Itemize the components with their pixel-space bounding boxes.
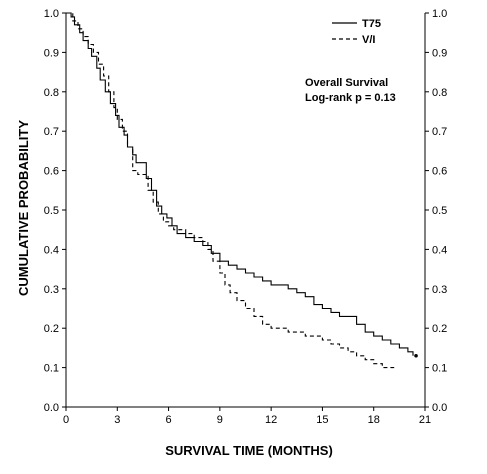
x-tick-label: 9 bbox=[217, 414, 223, 426]
y-tick-label-left: 0.4 bbox=[44, 244, 59, 256]
y-tick-label-left: 0.6 bbox=[44, 166, 59, 178]
y-tick-label-left: 0.9 bbox=[44, 47, 59, 59]
annotation-overall-survival: Overall Survival bbox=[305, 77, 388, 89]
x-tick-label: 15 bbox=[316, 414, 328, 426]
y-tick-label-right: 0.6 bbox=[432, 166, 447, 178]
x-tick-label: 0 bbox=[63, 414, 69, 426]
y-tick-label-left: 0.3 bbox=[44, 284, 59, 296]
x-tick-label: 12 bbox=[265, 414, 277, 426]
x-tick-label: 3 bbox=[114, 414, 120, 426]
y-tick-label-left: 1.0 bbox=[44, 8, 59, 20]
legend: T75 V/I bbox=[332, 18, 381, 46]
series-line-t75 bbox=[66, 12, 414, 356]
axes-group: 0.0 0.0 0.1 0.1 0.2 0.2 0.3 0.3 0.4 0.4 0.5 0.5 0.6 0… bbox=[44, 8, 448, 426]
series-end-marker-t75 bbox=[414, 353, 418, 358]
series-layer bbox=[66, 12, 418, 369]
y-tick-label-right: 0.5 bbox=[432, 205, 447, 217]
y-tick-label-left: 0.2 bbox=[44, 323, 59, 335]
y-tick-label-left: 0.7 bbox=[44, 126, 59, 138]
legend-label-t75: T75 bbox=[362, 18, 381, 30]
y-axis-title: CUMULATIVE PROBABILITY bbox=[16, 120, 31, 296]
y-tick-label-right: 0.0 bbox=[432, 402, 447, 414]
y-tick-label-right: 0.7 bbox=[432, 126, 447, 138]
x-tick-label: 21 bbox=[419, 414, 431, 426]
y-tick-label-left: 0.0 bbox=[44, 402, 59, 414]
y-tick-label-right: 0.3 bbox=[432, 284, 447, 296]
y-tick-label-right: 0.9 bbox=[432, 47, 447, 59]
legend-label-vi: V/I bbox=[362, 34, 375, 46]
y-tick-label-right: 0.2 bbox=[432, 323, 447, 335]
y-tick-label-left: 0.5 bbox=[44, 205, 59, 217]
x-tick-label: 6 bbox=[166, 414, 172, 426]
y-tick-label-right: 0.8 bbox=[432, 87, 447, 99]
y-tick-label-left: 0.1 bbox=[44, 363, 59, 375]
x-tick-label: 18 bbox=[368, 414, 380, 426]
annotation-logrank: Log-rank p = 0.13 bbox=[305, 92, 396, 104]
y-tick-label-left: 0.8 bbox=[44, 87, 59, 99]
y-tick-label-right: 1.0 bbox=[432, 8, 447, 20]
y-tick-label-right: 0.1 bbox=[432, 363, 447, 375]
y-tick-label-right: 0.4 bbox=[432, 244, 447, 256]
x-axis-title: SURVIVAL TIME (MONTHS) bbox=[165, 443, 333, 458]
